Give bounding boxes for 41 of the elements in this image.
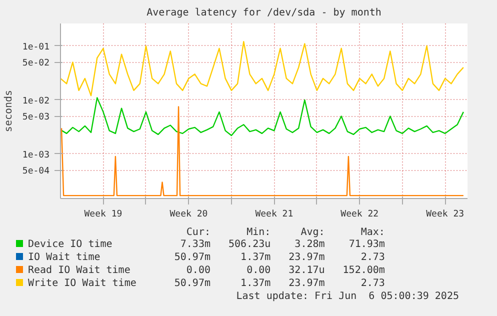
text: 71.93m xyxy=(348,238,385,251)
y-tick-label: 1e-01 xyxy=(22,42,50,52)
chart-title: Average latency for /dev/sda - by month xyxy=(146,8,382,18)
text: 23.97m xyxy=(288,251,325,264)
text: 506.23u xyxy=(228,238,271,251)
text: 2.73 xyxy=(360,277,385,290)
x-tick-label: Week 22 xyxy=(340,210,379,220)
text: 0.00 xyxy=(246,264,271,277)
y-tick-label: 1e-02 xyxy=(22,96,50,106)
text: Max: xyxy=(360,227,385,238)
text: Last update: Fri Jun 6 05:00:39 2025 xyxy=(235,290,460,304)
text: 23.97m xyxy=(288,277,325,290)
line-series xyxy=(60,106,464,196)
y-tick-label: 5e-03 xyxy=(22,112,50,123)
text: 0.00 xyxy=(185,264,210,277)
legend-label: IO Wait time xyxy=(27,251,102,264)
legend-label: Read IO Wait time xyxy=(27,264,132,277)
text: Min: xyxy=(246,227,271,238)
text: 152.00m xyxy=(342,264,385,277)
x-tick-label: Week 21 xyxy=(255,210,294,220)
text: 50.97m xyxy=(173,251,210,264)
text: 3.28m xyxy=(294,238,325,251)
y-tick-label: 1e-03 xyxy=(22,150,50,160)
text: 32.17u xyxy=(288,264,325,277)
line-series xyxy=(60,41,464,96)
text: Avg: xyxy=(300,227,325,238)
legend-label: Write IO Wait time xyxy=(27,277,138,290)
text: 7.33m xyxy=(179,238,210,251)
y-tick-label: 5e-04 xyxy=(22,166,50,177)
x-tick-label: Week 19 xyxy=(84,210,122,220)
line-series xyxy=(60,97,464,136)
legend-label: Device IO time xyxy=(27,238,114,251)
x-tick-label: Week 20 xyxy=(170,210,208,220)
text: 50.97m xyxy=(173,277,210,290)
text: 2.73 xyxy=(360,251,385,264)
x-tick-label: Week 23 xyxy=(426,210,464,220)
text: Cur: xyxy=(185,227,210,238)
text: 1.37m xyxy=(240,277,271,290)
text: 1.37m xyxy=(240,251,271,264)
y-axis-title: seconds xyxy=(3,90,14,132)
y-tick-label: 5e-02 xyxy=(22,58,50,69)
